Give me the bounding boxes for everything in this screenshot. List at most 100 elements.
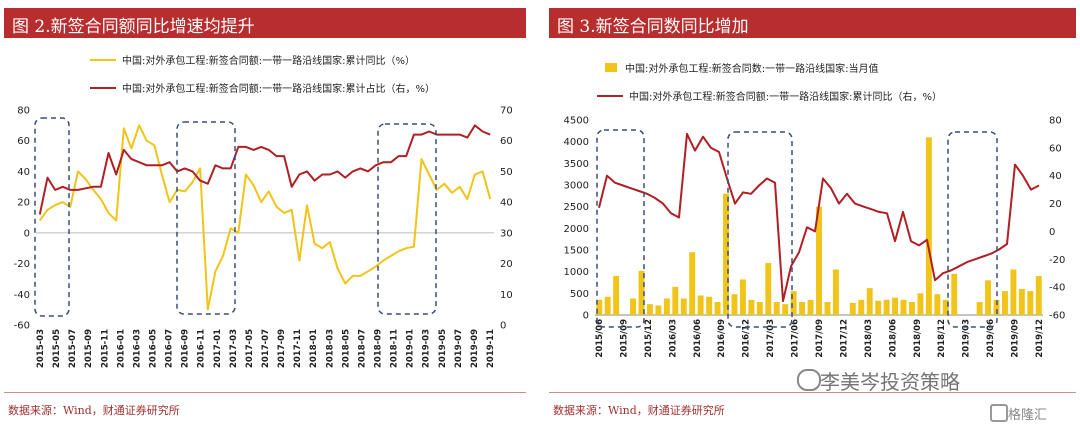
bar	[934, 294, 941, 315]
legend-item-count: 中国:对外承包工程:新签合同数:一带一路沿线国家:当月值	[597, 60, 878, 75]
bar	[663, 298, 670, 315]
x-tick-label: 2019-07	[454, 329, 464, 368]
bar	[976, 302, 983, 315]
bar	[790, 291, 797, 315]
bar	[680, 298, 687, 315]
bar	[655, 305, 662, 315]
bar	[782, 304, 789, 315]
y-tick-left: -60	[14, 321, 30, 332]
highlight-box	[176, 121, 236, 315]
legend-swatch	[597, 94, 623, 97]
bar	[875, 300, 882, 315]
x-tick-label: 2018/06	[888, 319, 898, 358]
bar	[942, 299, 949, 315]
watermark: 李美岑投资策略	[820, 370, 960, 394]
y-tick-right: 60	[1049, 143, 1062, 154]
bar	[604, 296, 611, 315]
y-tick-right: 30	[500, 228, 513, 239]
x-tick-label: 2017/12	[839, 319, 849, 358]
x-tick-label: 2019-11	[486, 329, 496, 368]
y-tick-right: 40	[1049, 171, 1062, 182]
bar	[849, 302, 856, 315]
y-tick-right: -20	[1049, 255, 1065, 266]
y-tick-right: 40	[500, 198, 513, 209]
bar	[613, 276, 620, 315]
x-tick-label: 2017-09	[277, 329, 287, 368]
bar	[1035, 276, 1042, 315]
bar	[993, 299, 1000, 315]
bar	[892, 297, 899, 315]
y-tick-left: 1500	[564, 246, 589, 257]
x-tick-label: 2019-05	[438, 329, 448, 368]
x-tick-label: 2019-01	[406, 329, 416, 368]
y-tick-right: 80	[1049, 116, 1062, 127]
x-tick-label: 2017-03	[229, 329, 239, 368]
y-tick-left: 4500	[564, 116, 589, 127]
bar	[672, 286, 679, 315]
divider	[549, 392, 1076, 393]
legend-label: 中国:对外承包工程:新签合同额:一带一路沿线国家:累计同比（右，%）	[629, 92, 942, 103]
bar	[765, 263, 772, 315]
wechat-icon	[797, 369, 821, 391]
x-tick-label: 2016-11	[197, 329, 207, 368]
y-tick-right: -40	[1049, 283, 1065, 294]
x-tick-label: 2016/12	[742, 319, 752, 358]
chart-panel-right: 图 3.新签合同数同比增加 中国:对外承包工程:新签合同数:一带一路沿线国家:当…	[545, 0, 1080, 429]
y-tick-left: 3000	[564, 181, 589, 192]
x-tick-label: 2015-07	[68, 329, 78, 368]
x-tick-label: 2019/03	[962, 319, 972, 358]
bar	[824, 302, 831, 315]
x-tick-label: 2015-03	[36, 329, 46, 368]
y-tick-left: 4000	[564, 137, 589, 148]
y-tick-left: 20	[17, 198, 30, 209]
y-tick-left: 3500	[564, 159, 589, 170]
x-tick-label: 2016-07	[165, 329, 175, 368]
x-tick-label: 2018-05	[341, 329, 351, 368]
bar	[816, 206, 822, 315]
x-tick-label: 2016-03	[132, 329, 142, 368]
y-tick-left: 40	[17, 167, 30, 178]
legend-item-share: 中国:对外承包工程:新签合同额:一带一路沿线国家:累计占比（右，%）	[90, 80, 435, 95]
x-tick-label: 2015-05	[52, 329, 62, 368]
y-tick-right: 0	[1049, 227, 1055, 238]
y-tick-right: 20	[500, 259, 513, 270]
x-tick-label: 2019/06	[986, 319, 996, 358]
y-tick-left: 0	[24, 228, 30, 239]
y-tick-right: -60	[1049, 311, 1065, 322]
y-tick-left: 0	[583, 311, 589, 322]
x-tick-label: 2019-03	[422, 329, 432, 368]
bar	[807, 299, 814, 315]
bar	[799, 302, 806, 315]
y-tick-left: 500	[570, 289, 589, 300]
divider	[4, 392, 526, 393]
highlight-box	[377, 123, 437, 315]
x-tick-label: 2019-09	[470, 329, 480, 368]
title-bar: 图 2.新签合同额同比增速均提升	[4, 8, 526, 38]
y-tick-left: -40	[14, 290, 30, 301]
bar	[951, 273, 958, 315]
y-tick-left: 1000	[564, 267, 589, 278]
y-tick-left: 2000	[564, 224, 589, 235]
y-tick-left: 2500	[564, 202, 589, 213]
bar	[723, 193, 729, 315]
bar	[697, 295, 704, 315]
x-tick-label: 2017/09	[815, 319, 825, 358]
x-tick-label: 2016-09	[181, 329, 191, 368]
chart-plot-right: 4500 4000 3500 3000 2500 2000 1500 1000 500 0 80 60…	[564, 116, 1066, 358]
highlight-box	[947, 131, 998, 328]
chart-title: 图 3.新签合同数同比增加	[557, 17, 749, 37]
legend-label: 中国:对外承包工程:新签合同数:一带一路沿线国家:当月值	[625, 64, 879, 75]
x-tick-label: 2015-11	[100, 329, 110, 368]
x-tick-label: 2018/03	[864, 319, 874, 358]
y-tick-left: 80	[17, 106, 30, 117]
bar	[1010, 269, 1017, 315]
x-tick-label: 2015/06	[595, 319, 605, 358]
legend-item-yoy: 中国:对外承包工程:新签合同额:一带一路沿线国家:累计同比（右，%）	[597, 88, 942, 103]
chart-plot-left: 80 60 40 20 0 -20 -40 -60 70 60 50 40 30 20 10 0 2015-03…	[14, 106, 513, 369]
x-tick-label: 2017-01	[213, 329, 223, 368]
bar	[917, 293, 924, 315]
series-line	[598, 132, 1040, 303]
bar	[706, 296, 713, 315]
x-tick-label: 2017/06	[791, 319, 801, 358]
chart-panel-left: 图 2.新签合同额同比增速均提升 中国:对外承包工程:新签合同额:一带一路沿线国…	[0, 0, 530, 429]
